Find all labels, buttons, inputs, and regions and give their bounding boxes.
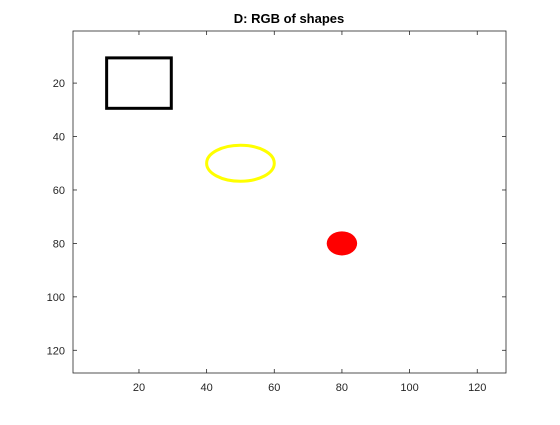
y-tick-label: 20 bbox=[53, 78, 65, 90]
x-tick-label: 60 bbox=[268, 382, 280, 394]
shapes-layer bbox=[105, 56, 358, 256]
x-tick-label: 80 bbox=[336, 382, 348, 394]
plot-background bbox=[73, 31, 506, 373]
x-tick-label: 20 bbox=[133, 382, 145, 394]
y-tick-label: 120 bbox=[47, 345, 65, 357]
plot-area bbox=[73, 31, 506, 373]
shape-rectangle bbox=[105, 56, 173, 110]
axes-box bbox=[72, 30, 507, 374]
chart-title: D: RGB of shapes bbox=[234, 11, 345, 26]
shape-ellipse bbox=[205, 143, 276, 183]
shape-disk bbox=[326, 231, 358, 256]
x-tick-label: 40 bbox=[200, 382, 212, 394]
x-tick-label: 120 bbox=[468, 382, 486, 394]
y-tick-label: 80 bbox=[53, 238, 65, 250]
axes-layer: 20 40 60 80 100 120 20 40 60 80 100 120 bbox=[47, 30, 507, 394]
y-tick-label: 60 bbox=[53, 185, 65, 197]
y-tick-label: 40 bbox=[53, 132, 65, 144]
y-tick-label: 100 bbox=[47, 292, 65, 304]
x-tick-label: 100 bbox=[400, 382, 418, 394]
